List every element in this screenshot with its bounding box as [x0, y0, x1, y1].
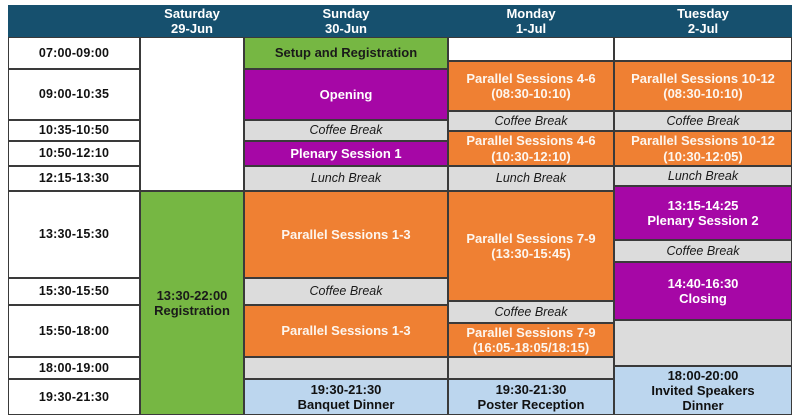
monday-empty-evening: [448, 357, 614, 379]
sunday-coffee-break-morning: Coffee Break: [244, 120, 448, 141]
day-header-saturday: Saturday 29-Jun: [140, 5, 244, 37]
monday-coffee-break-afternoon: Coffee Break: [448, 301, 614, 323]
tuesday-empty-late-afternoon: [614, 320, 792, 366]
day-name-saturday: Saturday: [164, 5, 220, 21]
monday-parallel-4-6-b-label: Parallel Sessions 4-6: [466, 133, 596, 149]
tuesday-empty-early: [614, 37, 792, 61]
day-date-monday: 1-Jul: [515, 21, 547, 36]
monday-coffee-break-morning: Coffee Break: [448, 111, 614, 131]
time-slot-5: 13:30-15:30: [8, 191, 140, 278]
monday-parallel-7-9-b-time: (16:05-18:05/18:15): [472, 340, 590, 355]
sunday-banquet-time: 19:30-21:30: [310, 381, 382, 397]
tuesday-closing: 14:40-16:30 Closing: [614, 262, 792, 320]
day-header-sunday: Sunday 30-Jun: [244, 5, 448, 37]
saturday-empty-morning: [140, 37, 244, 191]
time-slot-8: 18:00-19:00: [8, 357, 140, 379]
day-date-sunday: 30-Jun: [325, 21, 367, 36]
tuesday-plenary2-time: 13:15-14:25: [667, 197, 739, 213]
time-slot-0: 07:00-09:00: [8, 37, 140, 69]
day-name-monday: Monday: [506, 5, 556, 21]
monday-parallel-sessions-4-6-morning: Parallel Sessions 4-6 (08:30-10:10): [448, 61, 614, 111]
sunday-banquet-dinner: 19:30-21:30 Banquet Dinner: [244, 379, 448, 415]
day-date-tuesday: 2-Jul: [687, 21, 719, 36]
saturday-registration-label: Registration: [154, 303, 230, 318]
day-name-tuesday: Tuesday: [677, 5, 729, 21]
time-slot-2: 10:35-10:50: [8, 120, 140, 141]
monday-empty-early: [448, 37, 614, 61]
monday-parallel-7-9-b-label: Parallel Sessions 7-9: [466, 324, 596, 340]
tuesday-dinner-label-1: Invited Speakers: [651, 382, 755, 398]
tuesday-dinner-label-2: Dinner: [682, 398, 724, 414]
monday-parallel-4-6-a-time: (08:30-10:10): [491, 86, 571, 101]
tuesday-parallel-10-12-a-label: Parallel Sessions 10-12: [631, 70, 775, 86]
tuesday-dinner-time: 18:00-20:00: [667, 367, 739, 383]
sunday-coffee-break-afternoon: Coffee Break: [244, 278, 448, 305]
monday-parallel-sessions-7-9-late: Parallel Sessions 7-9 (16:05-18:05/18:15…: [448, 323, 614, 357]
tuesday-invited-speakers-dinner: 18:00-20:00 Invited Speakers Dinner: [614, 366, 792, 415]
tuesday-parallel-10-12-a-time: (08:30-10:10): [663, 86, 743, 101]
tuesday-coffee-break-afternoon: Coffee Break: [614, 240, 792, 262]
time-slot-9: 19:30-21:30: [8, 379, 140, 415]
sunday-empty-evening: [244, 357, 448, 379]
tuesday-plenary2-label: Plenary Session 2: [647, 213, 759, 228]
time-slot-3: 10:50-12:10: [8, 141, 140, 166]
tuesday-lunch-break: Lunch Break: [614, 166, 792, 186]
tuesday-closing-label: Closing: [679, 291, 727, 306]
sunday-banquet-label: Banquet Dinner: [297, 397, 395, 412]
tuesday-closing-time: 14:40-16:30: [667, 275, 739, 291]
day-header-tuesday: Tuesday 2-Jul: [614, 5, 792, 37]
saturday-registration: 13:30-22:00 Registration: [140, 191, 244, 415]
tuesday-parallel-10-12-b-time: (10:30-12:05): [663, 148, 743, 164]
sunday-opening: Opening: [244, 69, 448, 120]
monday-parallel-4-6-a-label: Parallel Sessions 4-6: [466, 70, 596, 86]
tuesday-plenary-session-2: 13:15-14:25 Plenary Session 2: [614, 186, 792, 240]
tuesday-parallel-sessions-10-12-morning: Parallel Sessions 10-12 (08:30-10:10): [614, 61, 792, 111]
monday-poster-time: 19:30-21:30: [495, 381, 567, 397]
day-date-saturday: 29-Jun: [171, 21, 213, 36]
tuesday-coffee-break-morning: Coffee Break: [614, 111, 792, 131]
monday-parallel-7-9-a-time: (13:30-15:45): [491, 246, 571, 261]
table-corner-header: [8, 5, 140, 37]
monday-parallel-7-9-a-label: Parallel Sessions 7-9: [466, 230, 596, 246]
sunday-setup-registration: Setup and Registration: [244, 37, 448, 69]
sunday-plenary-session-1: Plenary Session 1: [244, 141, 448, 166]
monday-parallel-sessions-4-6-late-morning: Parallel Sessions 4-6 (10:30-12:10): [448, 131, 614, 166]
saturday-registration-time: 13:30-22:00: [156, 287, 228, 303]
day-name-sunday: Sunday: [322, 5, 370, 21]
sunday-lunch-break: Lunch Break: [244, 166, 448, 191]
monday-poster-reception: 19:30-21:30 Poster Reception: [448, 379, 614, 415]
time-slot-1: 09:00-10:35: [8, 69, 140, 120]
tuesday-parallel-sessions-10-12-late-morning: Parallel Sessions 10-12 (10:30-12:05): [614, 131, 792, 166]
tuesday-parallel-10-12-b-label: Parallel Sessions 10-12: [631, 133, 775, 149]
day-header-monday: Monday 1-Jul: [448, 5, 614, 37]
monday-parallel-4-6-b-time: (10:30-12:10): [491, 148, 571, 164]
monday-poster-label: Poster Reception: [477, 397, 585, 412]
time-slot-7: 15:50-18:00: [8, 305, 140, 357]
sunday-parallel-sessions-1-3-afternoon: Parallel Sessions 1-3: [244, 191, 448, 278]
time-slot-6: 15:30-15:50: [8, 278, 140, 305]
monday-parallel-sessions-7-9-afternoon: Parallel Sessions 7-9 (13:30-15:45): [448, 191, 614, 301]
sunday-parallel-sessions-1-3-late: Parallel Sessions 1-3: [244, 305, 448, 357]
monday-lunch-break: Lunch Break: [448, 166, 614, 191]
time-slot-4: 12:15-13:30: [8, 166, 140, 191]
